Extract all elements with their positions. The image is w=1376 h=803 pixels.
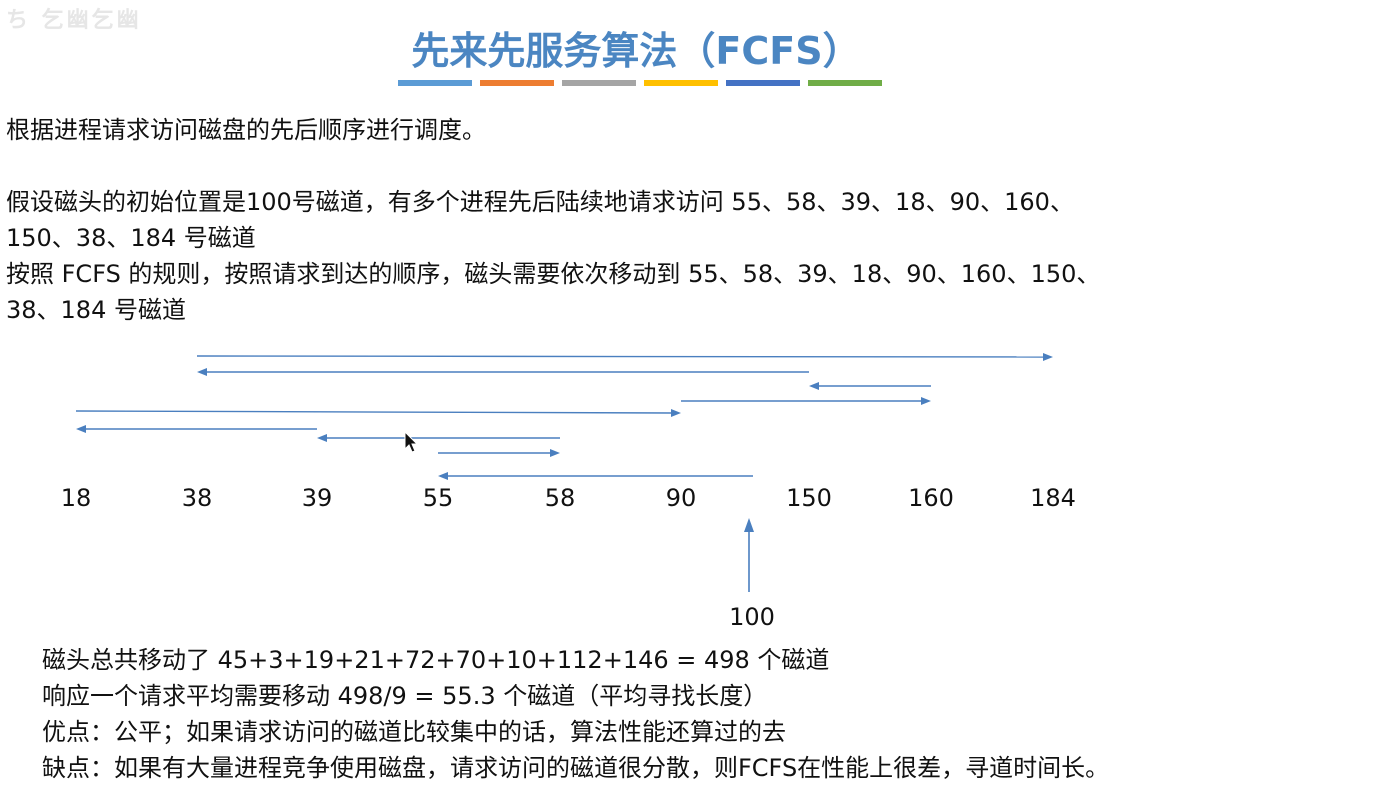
mouse-cursor-icon	[404, 430, 419, 453]
assumption-line-2: 150、38、184 号磁道	[6, 224, 256, 252]
track-label-18: 18	[61, 484, 92, 512]
title-bar-4	[644, 80, 718, 86]
fcfs-rule-text: 按照 FCFS 的规则，按照请求到达的顺序，磁头需要依次移动到 55、58、39…	[6, 256, 1100, 328]
title-bar-3	[562, 80, 636, 86]
title-bar-5	[726, 80, 800, 86]
movement-arrow-160-to-150	[809, 382, 931, 390]
track-label-38: 38	[182, 484, 213, 512]
cons-text: 缺点：如果有大量进程竞争使用磁盘，请求访问的磁道很分散，则FCFS在性能上很差，…	[42, 754, 1110, 782]
track-label-184: 184	[1030, 484, 1076, 512]
assumption-text: 假设磁头的初始位置是100号磁道，有多个进程先后陆续地请求访问 55、58、39…	[6, 184, 1074, 256]
title-bar-6	[808, 80, 882, 86]
slide-title: 先来先服务算法（FCFS）	[411, 29, 861, 73]
movement-arrow-55-to-58	[438, 449, 560, 457]
pros-text: 优点：公平；如果请求访问的磁道比较集中的话，算法性能还算过的去	[42, 718, 786, 746]
track-label-39: 39	[302, 484, 333, 512]
movement-arrow-18-to-90	[75, 409, 681, 417]
intro-text: 根据进程请求访问磁盘的先后顺序进行调度。	[6, 116, 486, 144]
title-bar-2	[480, 80, 554, 86]
start-track-label: 100	[729, 603, 775, 631]
movement-arrow-58-to-39	[317, 434, 560, 442]
assumption-line-1: 假设磁头的初始位置是100号磁道，有多个进程先后陆续地请求访问 55、58、39…	[6, 188, 1074, 216]
fcfs-rule-line-1: 按照 FCFS 的规则，按照请求到达的顺序，磁头需要依次移动到 55、58、39…	[6, 260, 1101, 288]
movement-arrow-39-to-18	[76, 425, 317, 433]
track-label-150: 150	[786, 484, 832, 512]
start-position-arrow	[744, 518, 754, 592]
movement-arrow-150-to-38	[197, 368, 809, 376]
fcfs-movement-diagram: 18 38 39 55 58 90 150 160 184 100	[61, 353, 1076, 631]
title-bar-1	[398, 80, 472, 86]
total-movement-text: 磁头总共移动了 45+3+19+21+72+70+10+112+146 = 49…	[42, 646, 830, 674]
track-label-90: 90	[666, 484, 697, 512]
movement-arrow-90-to-160	[681, 397, 931, 405]
track-labels: 18 38 39 55 58 90 150 160 184	[61, 484, 1076, 512]
average-seek-text: 响应一个请求平均需要移动 498/9 = 55.3 个磁道（平均寻找长度）	[42, 682, 768, 710]
movement-arrow-100-to-55	[438, 472, 753, 480]
track-label-55: 55	[423, 484, 454, 512]
track-label-160: 160	[908, 484, 954, 512]
track-label-58: 58	[545, 484, 576, 512]
watermark-logo: ち 乞幽乞幽	[6, 8, 142, 33]
movement-arrows	[75, 353, 1053, 480]
fcfs-rule-line-2: 38、184 号磁道	[6, 296, 186, 324]
movement-arrow-38-to-184	[196, 353, 1053, 361]
